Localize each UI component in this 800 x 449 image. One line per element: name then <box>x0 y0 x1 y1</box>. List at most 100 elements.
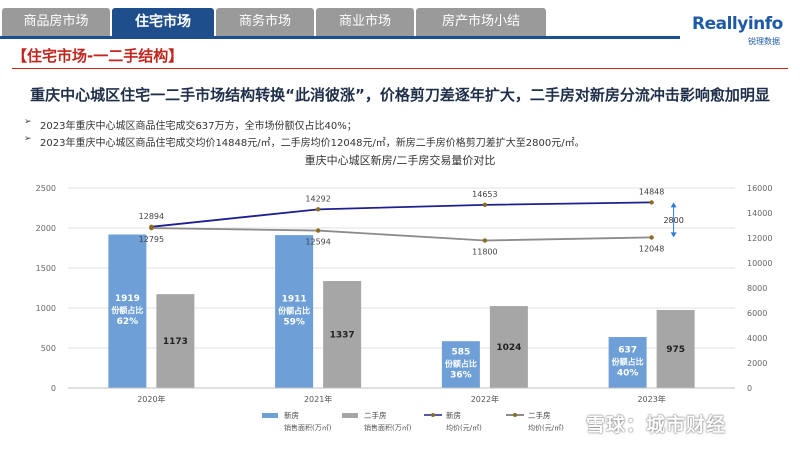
bar-new-house <box>108 234 147 388</box>
share-label: 份额占比 <box>445 359 477 369</box>
legend-sublabel: 销售面积(万㎡) <box>284 423 332 432</box>
logo-text: Reallyinfo <box>692 14 783 34</box>
y-right-tick-label: 2000 <box>747 359 767 368</box>
legend-swatch <box>262 413 278 418</box>
legend-label: 新房 <box>284 410 299 420</box>
share-label: 份额占比 <box>111 305 143 315</box>
y-right-tick-label: 0 <box>747 384 752 393</box>
bar-series <box>108 234 695 388</box>
tab-residential-market[interactable]: 住宅市场 <box>112 8 214 36</box>
watermark: 雪球：城市财经 <box>586 414 727 436</box>
y-left-tick-label: 0 <box>51 384 56 393</box>
y-right-tick-label: 16000 <box>747 184 772 193</box>
section-title: 【住宅市场-一二手结构】 <box>12 47 184 65</box>
line-point <box>649 235 654 240</box>
y-right-tick-label: 8000 <box>747 284 767 293</box>
bullet-item-2: ➢ 2023年重庆中心城区商品住宅成交均价14848元/㎡，二手房均价12048… <box>24 134 585 149</box>
bar-value-label: 637 <box>618 346 637 356</box>
y-left-tick-label: 2000 <box>36 224 56 233</box>
arrow-right-icon: ➢ <box>24 117 32 127</box>
line-value-label: 12594 <box>305 238 330 247</box>
volume-price-chart: 重庆中心城区新房/二手房交易量价对比 1919份额占比62%11731911份额… <box>36 153 773 432</box>
line-value-label: 12795 <box>139 235 164 244</box>
y-left-tick-label: 500 <box>41 344 56 353</box>
line-value-label: 14653 <box>472 190 497 199</box>
bullet-item-1: ➢ 2023年重庆中心城区商品住宅成交637万方，全市场份额仅占比40%； <box>24 117 357 132</box>
bar-value-label: 1173 <box>163 337 188 347</box>
x-tick-label: 2020年 <box>137 394 165 404</box>
legend-label: 二手房 <box>364 410 387 420</box>
y-right-tick-label: 6000 <box>747 309 767 318</box>
gap-annotation-label: 2800 <box>663 216 683 225</box>
line-point <box>482 238 488 243</box>
line-point <box>649 200 654 205</box>
share-label: 份额占比 <box>278 306 310 316</box>
line-point <box>315 207 321 212</box>
y-right-tick-label: 4000 <box>747 334 767 343</box>
share-label: 份额占比 <box>612 357 644 367</box>
company-logo: Reallyinfo 锐理数据 <box>692 14 783 50</box>
legend-label: 二手房 <box>528 410 551 420</box>
section-divider <box>12 68 788 69</box>
data-labels: 1919份额占比62%11731911份额占比59%1337585份额占比36%… <box>111 187 685 380</box>
axes: 0 500 1000 1500 2000 2500 0 2000 4000 6000 8000 100… <box>36 184 773 404</box>
share-value-label: 62% <box>117 317 139 327</box>
line-value-label: 12894 <box>139 212 164 221</box>
bar-second-hand <box>656 310 695 388</box>
line-value-label: 14292 <box>305 194 330 203</box>
y-left-tick-label: 1000 <box>36 304 56 313</box>
bar-new-house <box>608 337 647 388</box>
line-value-label: 11800 <box>472 248 497 257</box>
bar-value-label: 585 <box>451 348 470 358</box>
line-point <box>149 225 154 231</box>
bar-value-label: 975 <box>666 345 685 355</box>
logo-subtext: 锐理数据 <box>748 37 780 46</box>
line-second-hand-price <box>151 227 652 242</box>
bar-value-label: 1337 <box>330 331 355 341</box>
share-value-label: 36% <box>450 371 472 381</box>
share-value-label: 40% <box>617 369 639 379</box>
chart-title: 重庆中心城区新房/二手房交易量价对比 <box>305 153 496 167</box>
y-right-tick-label: 14000 <box>747 209 772 218</box>
headline: 重庆中心城区住宅一二手市场结构转换“此消彼涨”，价格剪刀差逐年扩大，二手房对新房… <box>30 86 770 104</box>
legend-label: 新房 <box>446 410 461 420</box>
bullet-text-2: 2023年重庆中心城区商品住宅成交均价14848元/㎡，二手房均价12048元/… <box>40 138 585 149</box>
line-point <box>315 228 321 233</box>
y-left-tick-label: 1500 <box>36 264 56 273</box>
bar-value-label: 1911 <box>282 295 307 305</box>
arrow-right-icon: ➢ <box>24 134 32 144</box>
bar-value-label: 1919 <box>115 294 140 304</box>
bar-second-hand <box>323 281 362 388</box>
tab-commercial-housing[interactable]: 商品房市场 <box>2 8 110 36</box>
legend-sublabel: 销售面积(万㎡) <box>364 423 412 432</box>
top-tab-bar: 商品房市场 住宅市场 商务市场 商业市场 房产市场小结 <box>0 8 560 36</box>
legend-swatch <box>342 413 358 418</box>
tab-business-market[interactable]: 商务市场 <box>216 8 314 36</box>
bullet-text-1: 2023年重庆中心城区商品住宅成交637万方，全市场份额仅占比40%； <box>40 121 357 132</box>
line-value-label: 12048 <box>639 244 664 253</box>
bar-new-house <box>275 235 314 388</box>
bar-value-label: 1024 <box>496 343 521 353</box>
line-point <box>482 202 488 208</box>
legend-sublabel: 均价(元/㎡) <box>446 423 482 432</box>
line-value-label: 14848 <box>639 187 664 196</box>
legend-sublabel: 均价(元/㎡) <box>528 423 564 432</box>
tab-market-summary[interactable]: 房产市场小结 <box>416 8 546 36</box>
y-right-tick-label: 10000 <box>747 259 772 268</box>
bar-new-house <box>441 341 480 388</box>
legend-marker <box>513 413 517 417</box>
x-tick-label: 2022年 <box>471 394 499 404</box>
tab-underline <box>0 36 680 39</box>
line-new-house-price <box>151 201 652 228</box>
x-tick-label: 2023年 <box>637 394 665 404</box>
gap-arrow-down-icon <box>670 232 677 238</box>
bar-second-hand <box>156 294 195 388</box>
line-series <box>149 200 654 243</box>
x-tick-label: 2021年 <box>304 394 332 404</box>
gap-arrow-up-icon <box>670 202 677 208</box>
tab-retail-market[interactable]: 商业市场 <box>316 8 414 36</box>
legend-marker <box>431 413 435 417</box>
y-right-tick-label: 12000 <box>747 234 772 243</box>
bar-second-hand <box>489 306 528 388</box>
